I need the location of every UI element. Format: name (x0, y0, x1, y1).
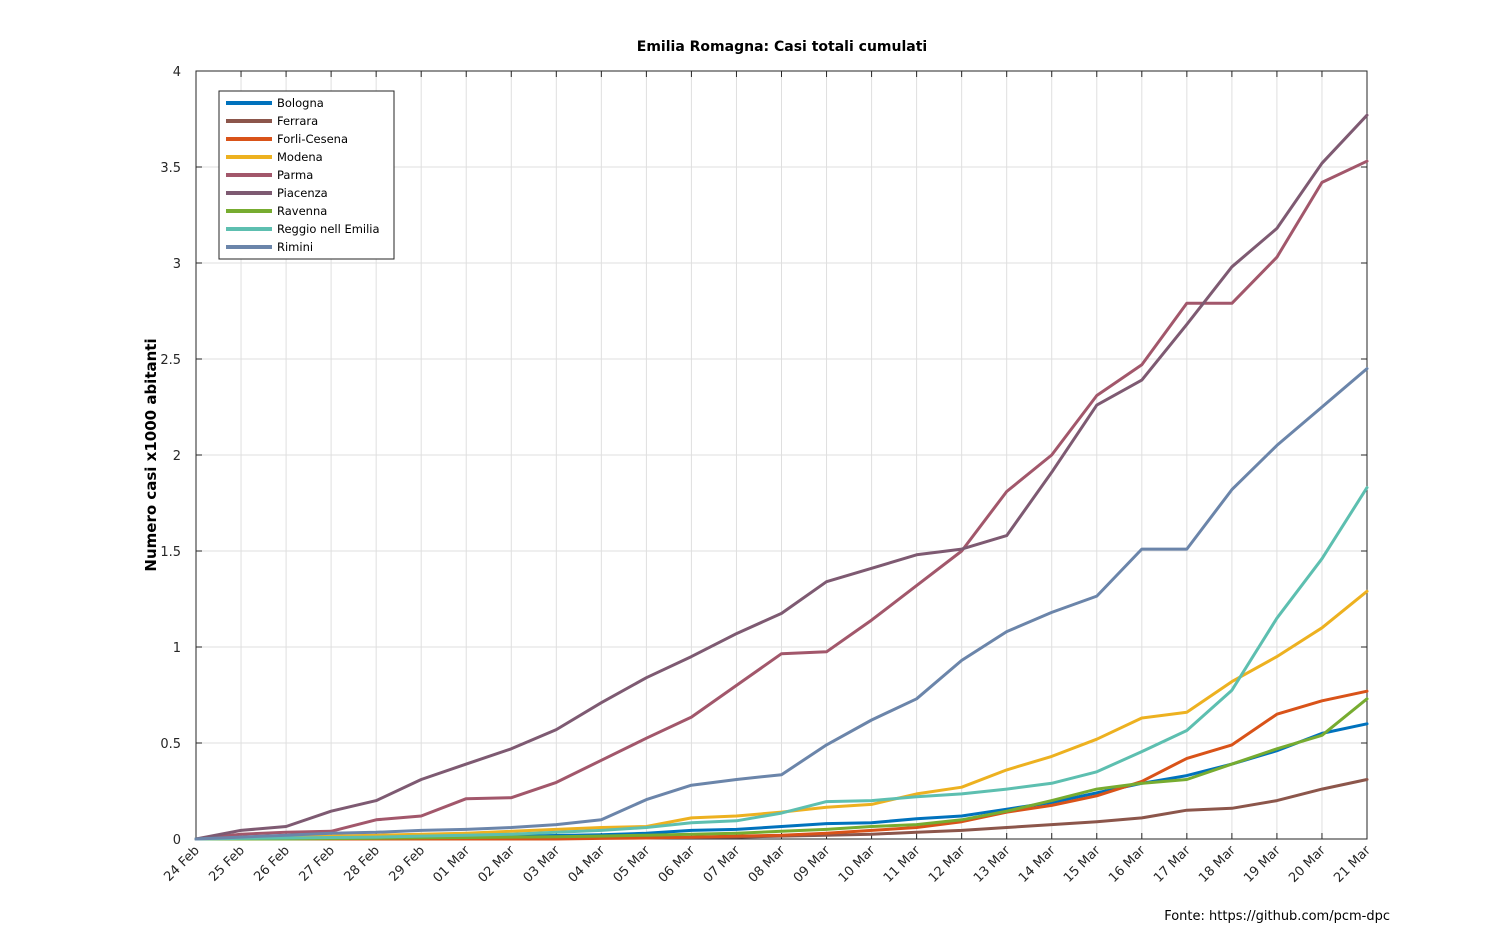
legend-label: Modena (277, 150, 323, 164)
y-tick-label: 2.5 (160, 353, 181, 368)
y-tick-label: 0 (173, 833, 181, 848)
x-tick-label: 15 Mar (1061, 843, 1104, 886)
legend-label: Ferrara (277, 114, 318, 128)
x-tick-label: 19 Mar (1241, 843, 1284, 886)
legend: Bologna Ferrara Forli-Cesena Modena Parma Pia… (218, 90, 395, 260)
x-tick-label: 03 Mar (521, 843, 564, 886)
series-line-rimini (194, 367, 1369, 841)
x-tick-label: 04 Mar (566, 843, 609, 886)
y-axis-label: Numero casi x1000 abitanti (142, 338, 160, 571)
legend-label: Ravenna (277, 204, 327, 218)
y-tick-label: 4 (173, 65, 181, 80)
legend-label: Piacenza (277, 186, 328, 200)
legend-label: Forli-Cesena (277, 132, 348, 146)
y-tick-label: 3.5 (160, 161, 181, 176)
x-tick-label: 02 Mar (476, 843, 519, 886)
x-tick-label: 24 Feb (161, 843, 203, 885)
y-tick-label: 1 (173, 641, 181, 656)
y-tick-label: 2 (173, 449, 181, 464)
x-tick-label: 09 Mar (791, 843, 834, 886)
series-line-piacenza (194, 113, 1369, 841)
x-tick-label: 05 Mar (611, 843, 654, 886)
legend-label: Parma (277, 168, 313, 182)
x-tick-label: 08 Mar (746, 843, 789, 886)
x-tick-label: 12 Mar (926, 843, 969, 886)
series-lines (194, 113, 1369, 841)
x-tick-label: 17 Mar (1151, 843, 1194, 886)
x-tick-label: 10 Mar (836, 843, 879, 886)
x-tick-label: 21 Mar (1331, 843, 1374, 886)
x-tick-label: 25 Feb (206, 843, 248, 885)
legend-label: Bologna (277, 96, 324, 110)
x-tick-label: 18 Mar (1196, 843, 1239, 886)
y-tick-label: 1.5 (160, 545, 181, 560)
x-tick-label: 06 Mar (656, 843, 699, 886)
x-tick-label: 20 Mar (1286, 843, 1329, 886)
x-tick-label: 16 Mar (1106, 843, 1149, 886)
x-tick-label: 01 Mar (430, 843, 473, 886)
x-tick-label: 28 Feb (341, 843, 383, 885)
plot-area-border (195, 70, 1368, 840)
x-tick-label: 14 Mar (1016, 843, 1059, 886)
y-tick-label: 0.5 (160, 737, 181, 752)
legend-label: Rimini (277, 240, 313, 254)
x-tick-label: 27 Feb (296, 843, 338, 885)
x-tick-label: 29 Feb (387, 843, 429, 885)
series-line-reggio-nell-emilia (194, 486, 1369, 841)
x-tick-label: 13 Mar (971, 843, 1014, 886)
y-tick-label: 3 (173, 257, 181, 272)
source-note: Fonte: https://github.com/pcm-dpc (1164, 909, 1390, 924)
x-tick-label: 26 Feb (251, 843, 293, 885)
series-line-parma (194, 159, 1369, 841)
x-tick-label: 07 Mar (701, 843, 744, 886)
legend-label: Reggio nell Emilia (277, 222, 380, 236)
x-tick-label: 11 Mar (881, 843, 924, 886)
chart-title: Emilia Romagna: Casi totali cumulati (637, 39, 927, 55)
